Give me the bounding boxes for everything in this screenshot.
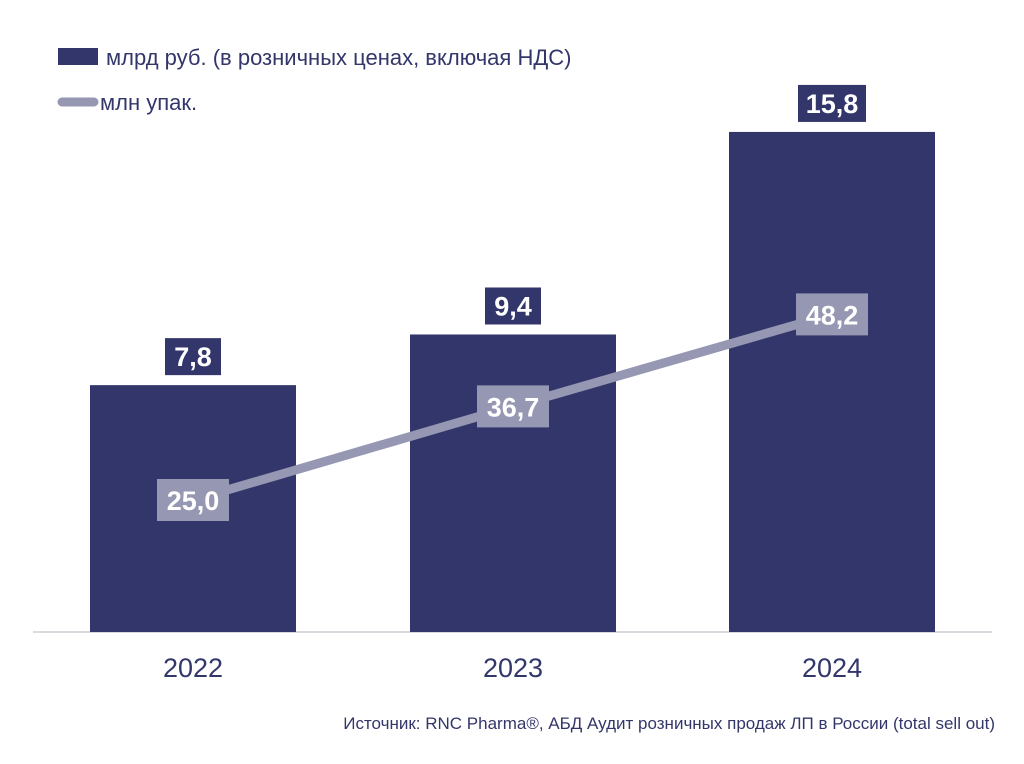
bar-value-box-2024 (798, 84, 866, 122)
x-tick-label-2022: 2022 (163, 653, 223, 683)
bars-group (90, 131, 935, 632)
bar-value-labels: 7,8 9,4 15,8 (165, 84, 866, 376)
x-tick-label-2023: 2023 (483, 653, 543, 683)
bar-value-label-2022: 7,8 (174, 342, 212, 372)
bar-value-box-2022 (165, 338, 221, 376)
line-point-box-2024 (796, 293, 868, 336)
legend: млрд руб. (в розничных ценах, включая НД… (57, 45, 571, 115)
legend-line-label: млн упак. (100, 90, 197, 115)
legend-bar-label: млрд руб. (в розничных ценах, включая НД… (106, 45, 571, 70)
bar-value-label-2023: 9,4 (494, 291, 532, 321)
legend-bar-swatch (58, 48, 98, 65)
source-note: Источник: RNC Pharma®, АБД Аудит розничн… (343, 714, 995, 733)
line-value-label-2024: 48,2 (806, 300, 859, 330)
line-point-box-2023 (477, 385, 549, 428)
bar-2023 (410, 334, 616, 632)
bar-value-label-2024: 15,8 (806, 89, 859, 119)
x-tick-label-2024: 2024 (802, 653, 862, 683)
line-value-label-2023: 36,7 (487, 392, 540, 422)
bar-2024 (729, 131, 935, 632)
line-value-label-2022: 25,0 (167, 486, 220, 516)
bar-value-box-2023 (485, 287, 541, 325)
line-value-labels: 25,0 36,7 48,2 (157, 293, 868, 521)
line-point-box-2022 (157, 479, 229, 521)
x-axis-tick-labels: 2022 2023 2024 (163, 653, 862, 683)
